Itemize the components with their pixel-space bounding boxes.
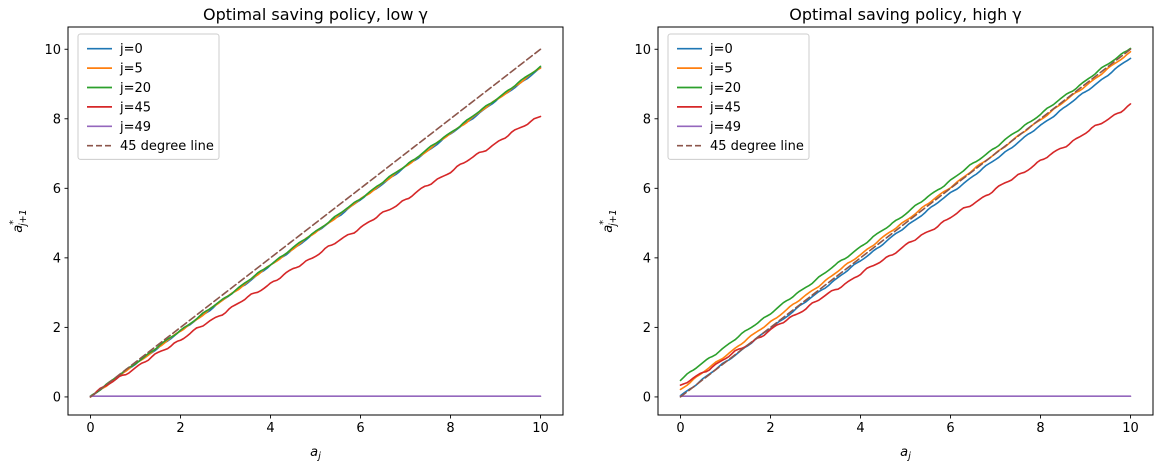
y-tick-label: 0 <box>53 390 61 405</box>
x-tick-label: 10 <box>1122 421 1139 436</box>
y-tick-label: 4 <box>53 251 61 266</box>
chart-title-low-gamma: Optimal saving policy, low γ <box>203 5 428 24</box>
y-tick-label: 2 <box>643 321 651 336</box>
x-tick-label: 0 <box>676 421 684 436</box>
legend-label: j=49 <box>119 120 151 135</box>
legend-label: j=45 <box>119 100 151 115</box>
series-line-j-20 <box>679 47 1132 382</box>
y-tick-label: 6 <box>643 182 651 197</box>
legend-frame <box>667 33 810 160</box>
y-tick-label: 10 <box>634 43 651 58</box>
series-line-j-45 <box>89 115 542 398</box>
legend-box: j=0 j=5 j=20 j=45 j=49 45 degree line <box>667 33 810 160</box>
x-tick-label: 6 <box>946 421 954 436</box>
y-axis-label: a*j+1 <box>8 209 29 232</box>
legend-label: j=20 <box>709 81 741 96</box>
legend-item: j=20 <box>677 81 741 96</box>
legend-label: j=20 <box>119 81 151 96</box>
series-line-j-20 <box>89 65 542 397</box>
x-tick-label: 6 <box>356 421 364 436</box>
series-line-j-5 <box>89 67 542 398</box>
series-line-45-degree-line <box>679 48 1132 398</box>
legend-item: j=5 <box>87 62 143 77</box>
y-tick-label: 8 <box>643 112 651 127</box>
legend-item: j=45 <box>677 100 741 115</box>
x-tick-label: 4 <box>266 421 274 436</box>
legend-label: j=5 <box>709 62 733 77</box>
chart-title-high-gamma: Optimal saving policy, high γ <box>789 5 1022 24</box>
legend-label: 45 degree line <box>710 139 804 154</box>
chart-1: 0 2 4 6 8 10 0 2 4 6 8 10 aj a*j+1 j=0 j=5 j=20 j=45 j=49 4… <box>598 26 1154 462</box>
axes-frame <box>67 26 564 416</box>
legend-label: 45 degree line <box>120 139 214 154</box>
x-axis-label: aj <box>900 445 911 462</box>
legend-item: j=0 <box>87 42 143 57</box>
y-tick-label: 2 <box>53 321 61 336</box>
legend-label: j=45 <box>709 100 741 115</box>
series-line-45-degree-line <box>89 48 542 398</box>
y-tick-label: 4 <box>643 251 651 266</box>
legend-label: j=0 <box>709 42 733 57</box>
axes-frame <box>657 26 1154 416</box>
x-tick-label: 4 <box>856 421 864 436</box>
legend-item: j=49 <box>677 120 741 135</box>
y-tick-label: 8 <box>53 112 61 127</box>
legend-item: j=5 <box>677 62 733 77</box>
y-axis-label: a*j+1 <box>598 209 619 232</box>
legend-frame <box>77 33 220 160</box>
x-tick-label: 2 <box>766 421 774 436</box>
legend-item: j=20 <box>87 81 151 96</box>
legend-item: j=45 <box>87 100 151 115</box>
y-tick-label: 6 <box>53 182 61 197</box>
x-tick-label: 8 <box>446 421 454 436</box>
chart-0: 0 2 4 6 8 10 0 2 4 6 8 10 aj a*j+1 j=0 j=5 j=20 j=45 j=49 4… <box>8 26 564 462</box>
x-tick-label: 10 <box>532 421 549 436</box>
legend-label: j=5 <box>119 62 143 77</box>
x-tick-label: 0 <box>86 421 94 436</box>
x-axis-label: aj <box>310 445 321 462</box>
legend-item: 45 degree line <box>677 139 804 154</box>
legend-box: j=0 j=5 j=20 j=45 j=49 45 degree line <box>77 33 220 160</box>
y-tick-label: 10 <box>44 43 61 58</box>
legend-label: j=0 <box>119 42 143 57</box>
legend-item: 45 degree line <box>87 139 214 154</box>
legend-label: j=49 <box>709 120 741 135</box>
x-tick-label: 8 <box>1036 421 1044 436</box>
legend-item: j=49 <box>87 120 151 135</box>
x-tick-label: 2 <box>176 421 184 436</box>
y-tick-label: 0 <box>643 390 651 405</box>
legend-item: j=0 <box>677 42 733 57</box>
